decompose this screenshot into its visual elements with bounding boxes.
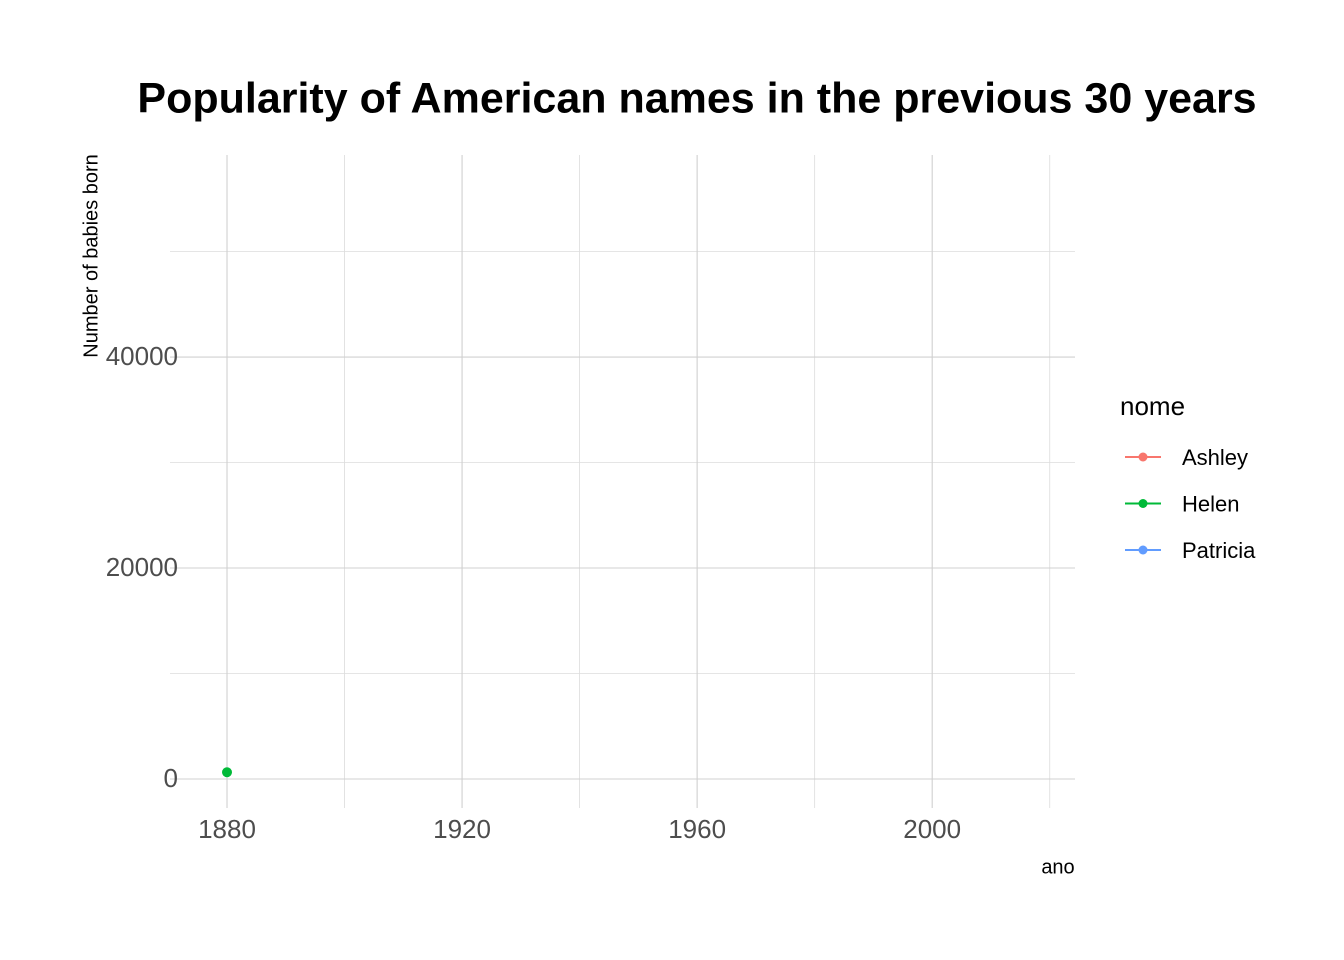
legend-label: Ashley bbox=[1182, 445, 1248, 470]
legend-title: nome bbox=[1120, 391, 1185, 421]
x-tick-label: 1960 bbox=[668, 814, 726, 844]
y-axis-label: Number of babies born bbox=[80, 154, 102, 357]
x-axis-label: ano bbox=[1041, 856, 1074, 878]
legend-label: Patricia bbox=[1182, 538, 1256, 563]
y-tick-label: 20000 bbox=[106, 552, 178, 582]
data-point bbox=[222, 767, 233, 778]
x-tick-label: 1920 bbox=[433, 814, 491, 844]
y-tick-label: 0 bbox=[164, 763, 178, 793]
y-tick-label: 40000 bbox=[106, 341, 178, 371]
legend-marker bbox=[1138, 452, 1148, 462]
x-tick-label: 2000 bbox=[903, 814, 961, 844]
x-tick-label: 1880 bbox=[198, 814, 256, 844]
legend-label: Helen bbox=[1182, 491, 1239, 516]
chart-title: Popularity of American names in the prev… bbox=[137, 74, 1256, 122]
legend-marker bbox=[1138, 499, 1148, 508]
legend-marker bbox=[1138, 545, 1148, 555]
